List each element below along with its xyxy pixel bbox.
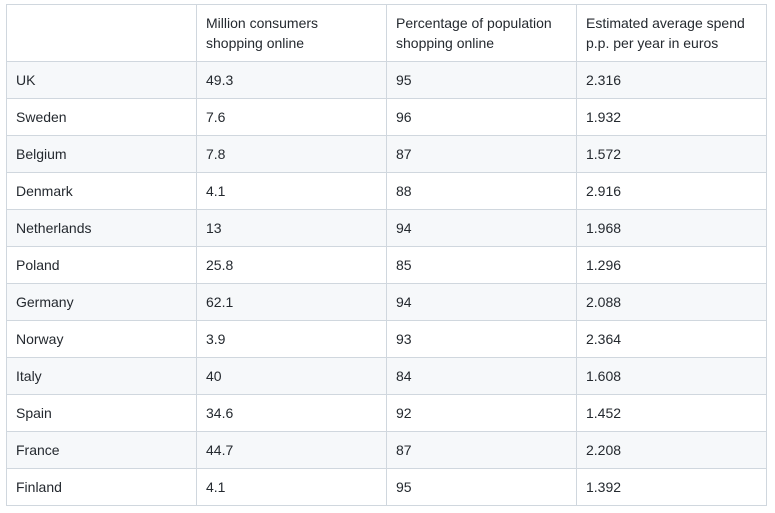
country-cell: Poland [6, 246, 197, 284]
consumers-cell: 7.6 [196, 98, 387, 136]
table-row: Norway 3.9 93 2.364 [6, 320, 767, 358]
table-row: France 44.7 87 2.208 [6, 431, 767, 469]
table-row: Italy 40 84 1.608 [6, 357, 767, 395]
country-cell: France [6, 431, 197, 469]
spend-cell: 2.364 [576, 320, 767, 358]
percentage-cell: 85 [386, 246, 577, 284]
country-cell: Netherlands [6, 209, 197, 247]
percentage-cell: 94 [386, 283, 577, 321]
spend-cell: 2.316 [576, 61, 767, 99]
percentage-cell: 84 [386, 357, 577, 395]
country-cell: UK [6, 61, 197, 99]
consumers-cell: 44.7 [196, 431, 387, 469]
table-body: UK 49.3 95 2.316 Sweden 7.6 96 1.932 Bel… [6, 61, 767, 506]
spend-cell: 2.916 [576, 172, 767, 210]
consumers-cell: 4.1 [196, 172, 387, 210]
table-row: Germany 62.1 94 2.088 [6, 283, 767, 321]
spend-cell: 1.968 [576, 209, 767, 247]
table-row: Poland 25.8 85 1.296 [6, 246, 767, 284]
table-row: Sweden 7.6 96 1.932 [6, 98, 767, 136]
data-table: Million consumers shopping online Percen… [6, 4, 767, 506]
country-cell: Italy [6, 357, 197, 395]
table-row: Denmark 4.1 88 2.916 [6, 172, 767, 210]
header-row: Million consumers shopping online Percen… [6, 4, 767, 62]
table-header: Million consumers shopping online Percen… [6, 4, 767, 62]
percentage-cell: 87 [386, 431, 577, 469]
consumers-cell: 4.1 [196, 468, 387, 506]
percentage-cell: 92 [386, 394, 577, 432]
spend-cell: 1.608 [576, 357, 767, 395]
spend-cell: 1.452 [576, 394, 767, 432]
country-cell: Germany [6, 283, 197, 321]
table-row: Belgium 7.8 87 1.572 [6, 135, 767, 173]
percentage-cell: 95 [386, 468, 577, 506]
table-row: Finland 4.1 95 1.392 [6, 468, 767, 506]
spend-cell: 1.392 [576, 468, 767, 506]
consumers-cell: 25.8 [196, 246, 387, 284]
percentage-cell: 94 [386, 209, 577, 247]
spend-cell: 1.572 [576, 135, 767, 173]
consumers-cell: 7.8 [196, 135, 387, 173]
header-cell-country [6, 4, 197, 62]
header-cell-average-spend: Estimated average spend p.p. per year in… [576, 4, 767, 62]
percentage-cell: 95 [386, 61, 577, 99]
percentage-cell: 88 [386, 172, 577, 210]
country-cell: Finland [6, 468, 197, 506]
consumers-cell: 40 [196, 357, 387, 395]
country-cell: Spain [6, 394, 197, 432]
consumers-cell: 34.6 [196, 394, 387, 432]
consumers-cell: 62.1 [196, 283, 387, 321]
percentage-cell: 93 [386, 320, 577, 358]
percentage-cell: 87 [386, 135, 577, 173]
spend-cell: 1.932 [576, 98, 767, 136]
table-row: Spain 34.6 92 1.452 [6, 394, 767, 432]
spend-cell: 2.208 [576, 431, 767, 469]
country-cell: Belgium [6, 135, 197, 173]
table-row: Netherlands 13 94 1.968 [6, 209, 767, 247]
table-row: UK 49.3 95 2.316 [6, 61, 767, 99]
consumers-cell: 49.3 [196, 61, 387, 99]
spend-cell: 1.296 [576, 246, 767, 284]
country-cell: Denmark [6, 172, 197, 210]
consumers-cell: 3.9 [196, 320, 387, 358]
header-cell-million-consumers: Million consumers shopping online [196, 4, 387, 62]
consumers-cell: 13 [196, 209, 387, 247]
spend-cell: 2.088 [576, 283, 767, 321]
header-cell-percentage-population: Percentage of population shopping online [386, 4, 577, 62]
country-cell: Sweden [6, 98, 197, 136]
percentage-cell: 96 [386, 98, 577, 136]
country-cell: Norway [6, 320, 197, 358]
